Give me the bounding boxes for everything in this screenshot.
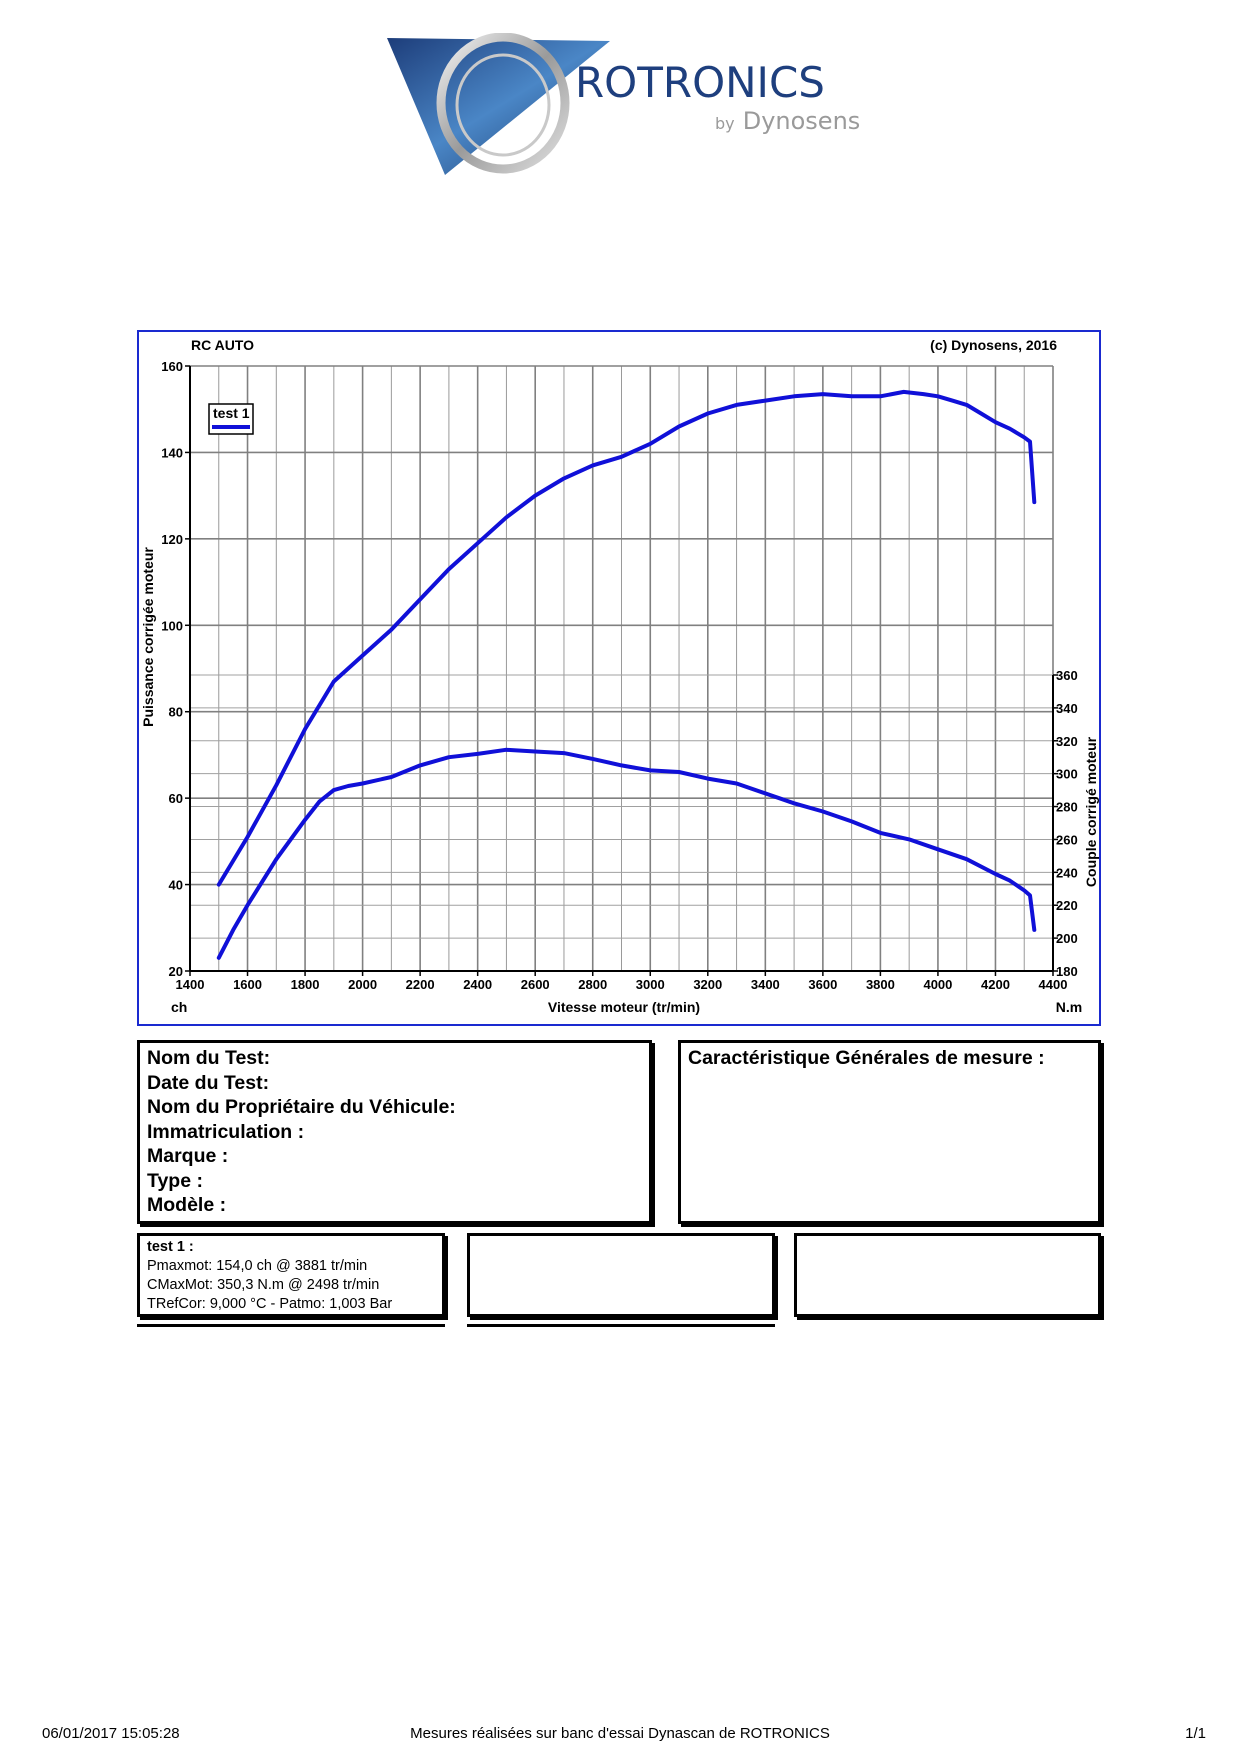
x-tick-label: 1800 xyxy=(291,977,320,992)
y2-tick-label: 360 xyxy=(1056,668,1078,683)
test-results-title: test 1 : xyxy=(147,1239,194,1255)
x-tick-label: 4400 xyxy=(1039,977,1068,992)
y-axis-label: Puissance corrigée moteur xyxy=(140,547,156,727)
svg-text:by Dynosens: by Dynosens xyxy=(715,107,860,135)
y-tick-label: 100 xyxy=(161,618,183,633)
dyno-chart-frame: 1400 1600 1800 2000 2200 2400 2600 2800 3000 3200… xyxy=(137,330,1101,1026)
y2-tick-label: 320 xyxy=(1056,734,1078,749)
footer-date: 06/01/2017 15:05:28 xyxy=(42,1725,180,1742)
empty-result-box-2 xyxy=(467,1233,775,1317)
y-tick-label: 80 xyxy=(169,705,183,720)
test-results-lines: Pmaxmot: 154,0 ch @ 3881 tr/min CMaxMot: … xyxy=(147,1257,435,1314)
x-tick-label: 2600 xyxy=(521,977,550,992)
test-info-line: Modèle : xyxy=(147,1194,227,1216)
test-info-box: Nom du Test: Date du Test: Nom du Propriét… xyxy=(137,1040,652,1224)
torque-series-line xyxy=(216,747,1037,960)
y2-tick-label: 340 xyxy=(1056,701,1078,716)
legend-entry-label: test 1 xyxy=(213,405,250,421)
y-tick-label: 40 xyxy=(169,878,183,893)
x-tick-label: 4200 xyxy=(981,977,1010,992)
test-info-line: Nom du Test: xyxy=(147,1047,271,1069)
legend: test 1 xyxy=(208,403,254,435)
test-results-line: CMaxMot: 350,3 N.m @ 2498 tr/min xyxy=(147,1277,380,1293)
x-tick-label: 4000 xyxy=(923,977,952,992)
footer-center-text: Mesures réalisées sur banc d'essai Dynas… xyxy=(410,1725,830,1742)
y-tick-label: 120 xyxy=(161,532,183,547)
general-characteristics-box: Caractéristique Générales de mesure : xyxy=(678,1040,1101,1224)
chart-header-right: (c) Dynosens, 2016 xyxy=(930,337,1057,353)
x-tick-label: 2800 xyxy=(578,977,607,992)
footer-page-number: 1/1 xyxy=(1185,1725,1206,1742)
divider-1 xyxy=(137,1324,445,1327)
empty-result-box-3 xyxy=(794,1233,1101,1317)
test-info-line: Nom du Propriétaire du Véhicule: xyxy=(147,1096,456,1118)
general-characteristics-title: Caractéristique Générales de mesure : xyxy=(688,1047,1045,1069)
y2-tick-label: 260 xyxy=(1056,832,1078,847)
x-tick-label: 3600 xyxy=(808,977,837,992)
y2-tick-label: 220 xyxy=(1056,898,1078,913)
y2-axis-label: Couple corrigé moteur xyxy=(1083,736,1099,887)
test-results-box: test 1 : Pmaxmot: 154,0 ch @ 3881 tr/min… xyxy=(137,1233,445,1317)
chart-series xyxy=(216,389,1037,960)
rotronics-logo: ROTRONICS by Dynosens xyxy=(387,33,860,175)
y-tick-label: 60 xyxy=(169,791,183,806)
x-tick-label: 3200 xyxy=(693,977,722,992)
y-tick-label: 140 xyxy=(161,445,183,460)
test-info-line: Année du Véhicule: 0 xyxy=(147,1218,642,1222)
x-tick-label: 2000 xyxy=(348,977,377,992)
dyno-chart: 1400 1600 1800 2000 2200 2400 2600 2800 3000 3200… xyxy=(140,337,1099,1015)
power-series-line xyxy=(216,389,1037,887)
y2-unit-label: N.m xyxy=(1056,999,1082,1015)
test-results-line: Pmaxmot: 154,0 ch @ 3881 tr/min xyxy=(147,1258,368,1274)
test-results-line: TRefCor: 9,000 °C - Patmo: 1,003 Bar xyxy=(147,1296,393,1312)
y2-tick-label: 180 xyxy=(1056,964,1078,979)
x-tick-label: 1400 xyxy=(176,977,205,992)
y-tick-label: 20 xyxy=(169,964,183,979)
y2-tick-label: 240 xyxy=(1056,865,1078,880)
x-tick-label: 1600 xyxy=(233,977,262,992)
y-tick-label: 160 xyxy=(161,359,183,374)
x-axis-label: Vitesse moteur (tr/min) xyxy=(548,999,700,1015)
chart-axes: 1400 1600 1800 2000 2200 2400 2600 2800 3000 3200… xyxy=(161,359,1077,992)
logo-sub-by: by xyxy=(715,114,735,133)
x-unit-left: ch xyxy=(171,999,187,1015)
test-info-line: Marque : xyxy=(147,1145,229,1167)
test-info-lines: Nom du Test: Date du Test: Nom du Propriét… xyxy=(147,1046,642,1222)
logo-brand-text: ROTRONICS xyxy=(575,58,825,107)
test-info-line: Immatriculation : xyxy=(147,1120,305,1143)
test-info-line: Type : xyxy=(147,1169,203,1192)
test-info-line: Date du Test: xyxy=(147,1071,270,1094)
chart-header-left: RC AUTO xyxy=(191,337,254,353)
y2-tick-label: 280 xyxy=(1056,800,1078,815)
x-tick-label: 2400 xyxy=(463,977,492,992)
y2-tick-label: 200 xyxy=(1056,931,1078,946)
logo-sub-name: Dynosens xyxy=(743,107,861,135)
x-tick-label: 2200 xyxy=(406,977,435,992)
y2-tick-label: 300 xyxy=(1056,767,1078,782)
divider-2 xyxy=(467,1324,775,1327)
x-tick-label: 3000 xyxy=(636,977,665,992)
x-tick-label: 3400 xyxy=(751,977,780,992)
x-tick-label: 3800 xyxy=(866,977,895,992)
